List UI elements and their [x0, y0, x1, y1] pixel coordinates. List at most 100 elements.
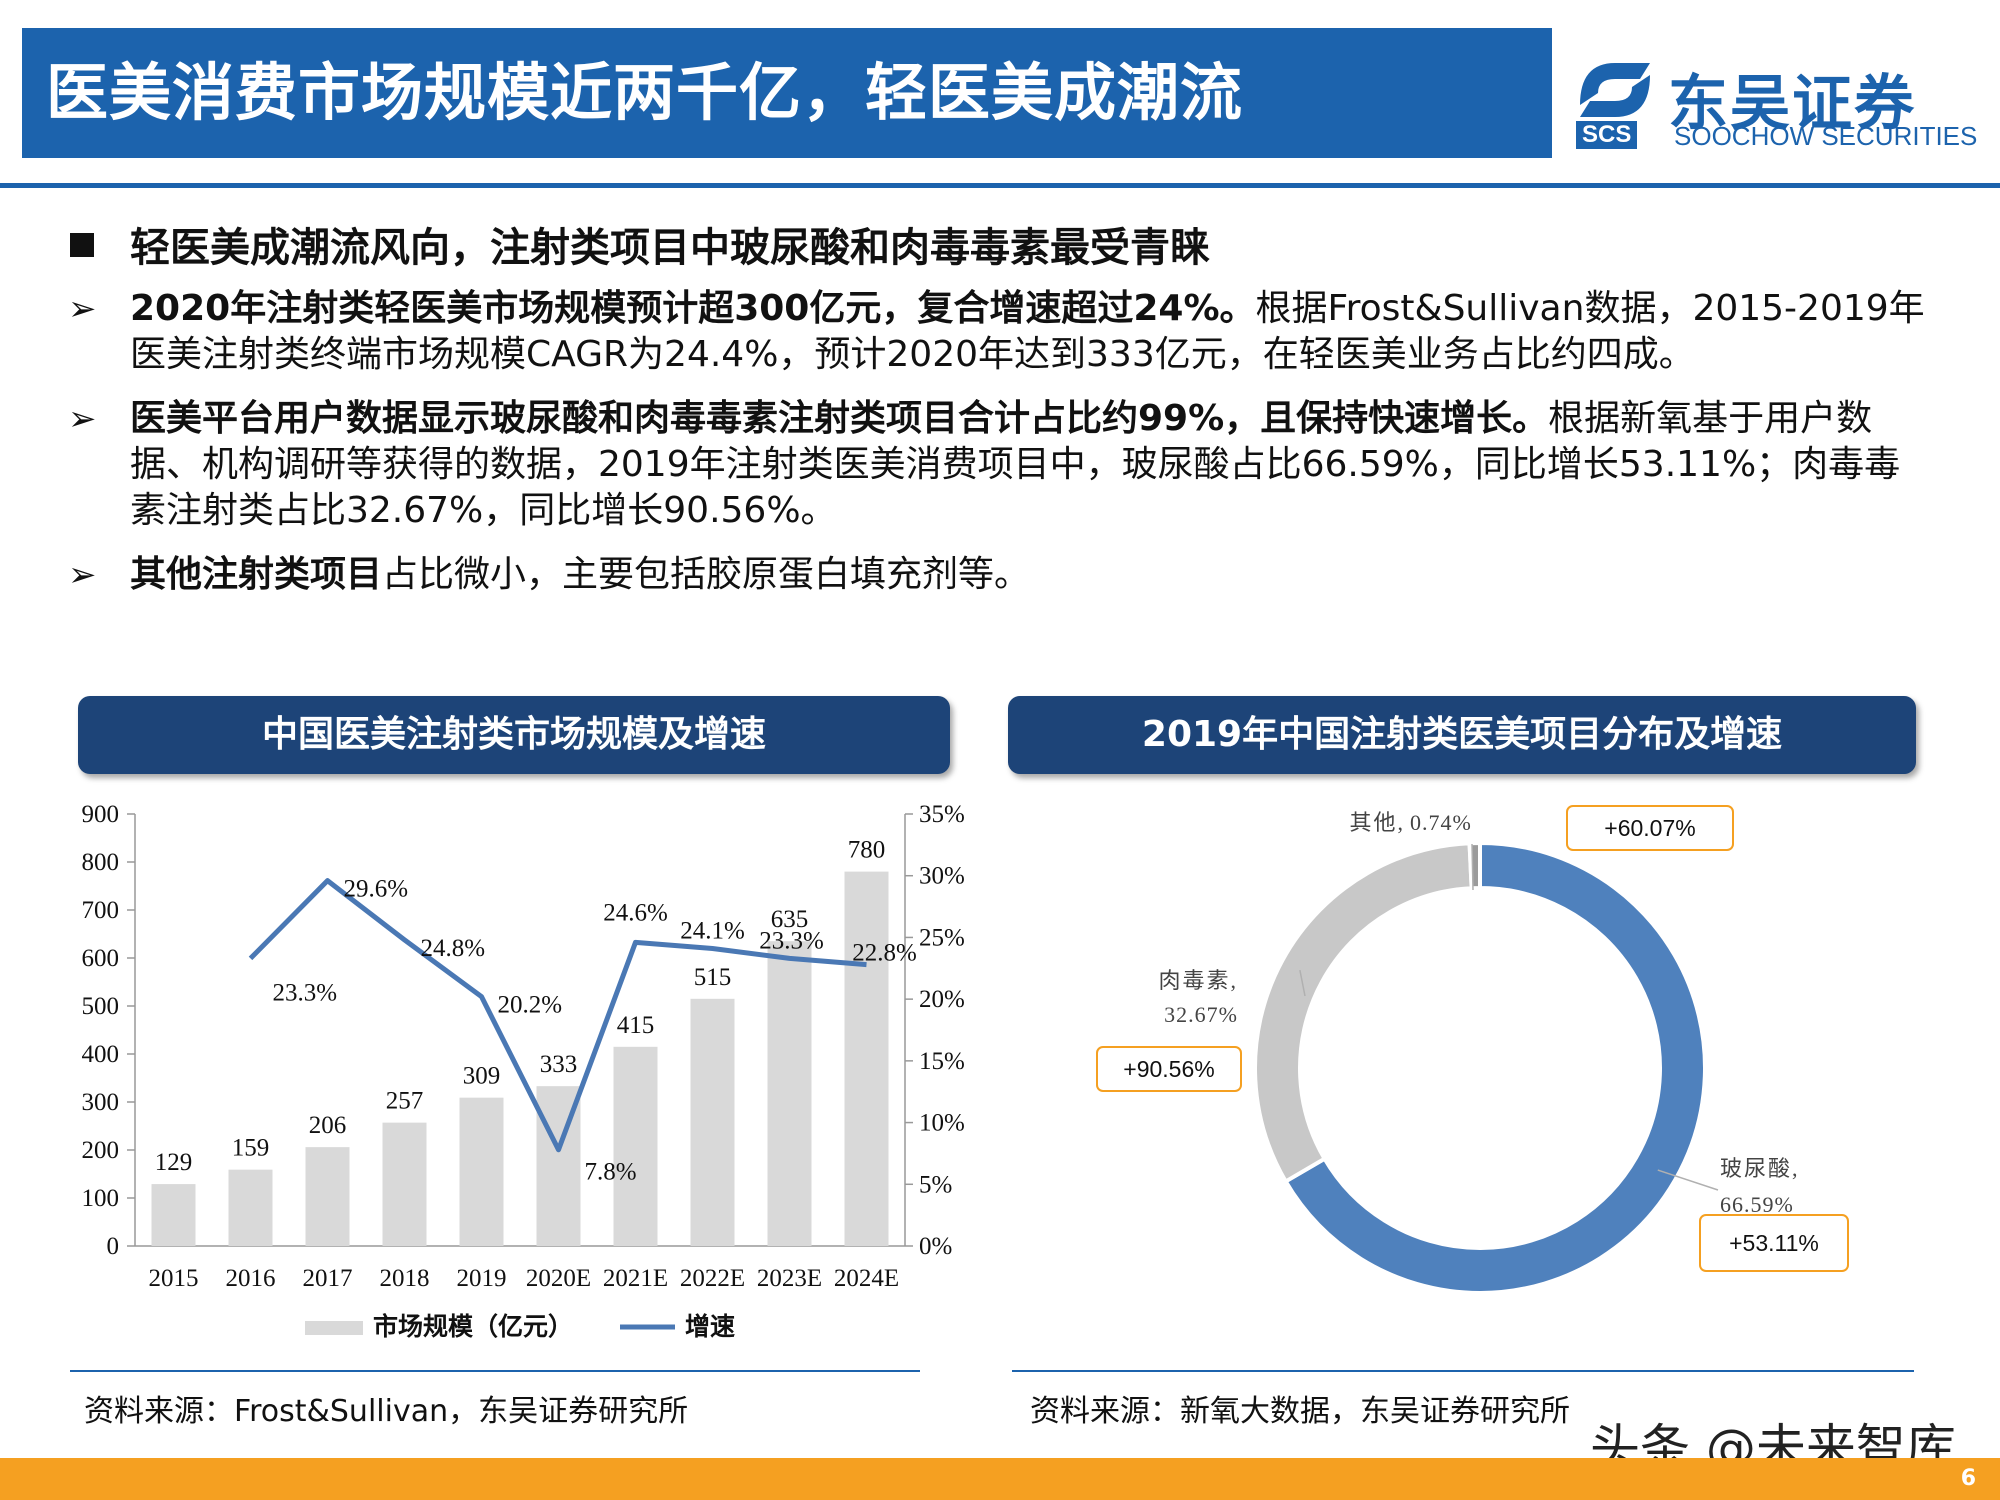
page-title: 医美消费市场规模近两千亿，轻医美成潮流 [46, 56, 1244, 129]
slice-label: 其他, [1349, 810, 1405, 835]
growth-value-label: 24.8% [421, 935, 486, 962]
bar-2019 [459, 1097, 504, 1246]
growth-box [1566, 805, 1734, 851]
bar-value-label: 635 [771, 906, 809, 933]
left-source-rule [70, 1370, 920, 1372]
y-tick-label: 700 [82, 897, 120, 924]
paragraph-2-text: 根据新氧基于用户数据、机构调研等获得的数据，2019年注射类医美消费项目中，玻尿… [130, 398, 1901, 531]
logo-name-en: SOOCHOW SECURITIES [1674, 121, 1978, 151]
donut-slice-0 [1282, 840, 1707, 1295]
y-tick-label: 900 [82, 801, 120, 828]
headline: 轻医美成潮流风向，注射类项目中玻尿酸和肉毒毒素最受青睐 [70, 215, 1210, 273]
x-tick-label: 2024E [834, 1265, 899, 1292]
leader-line [1657, 1169, 1719, 1191]
growth-value: +53.11% [1729, 1230, 1819, 1256]
footer-bar [0, 1458, 2000, 1500]
bar-2021E [613, 1046, 658, 1246]
paragraph-2: ➢ 医美平台用户数据显示玻尿酸和肉毒毒素注射类项目合计占比约99%，且保持快速增… [68, 396, 1930, 534]
y-tick-label: 100 [82, 1185, 120, 1212]
square-bullet-icon [70, 233, 94, 257]
growth-value-label: 22.8% [852, 940, 917, 967]
right-source-rule [1012, 1370, 1914, 1372]
y2-tick-label: 5% [919, 1171, 952, 1198]
y2-tick-label: 30% [919, 863, 965, 890]
bar-2023E [767, 941, 812, 1246]
y-tick-label: 600 [82, 945, 120, 972]
bar-value-label: 129 [155, 1149, 193, 1176]
growth-line [248, 878, 867, 1153]
x-tick-label: 2015 [149, 1265, 199, 1292]
y2-tick-label: 35% [919, 801, 965, 828]
leader-line [1299, 969, 1306, 997]
bar-2015 [151, 1184, 196, 1246]
slice-label: 肉毒素, [1158, 968, 1238, 993]
donut-slice-1 [1253, 841, 1474, 1185]
bar-2024E [844, 871, 889, 1246]
legend-bar-swatch [305, 1321, 363, 1335]
slice-pct: 66.59% [1720, 1192, 1794, 1217]
bar-value-label: 159 [232, 1135, 270, 1162]
x-tick-label: 2019 [457, 1265, 507, 1292]
bar-value-label: 415 [617, 1012, 655, 1039]
bar-value-label: 206 [309, 1112, 347, 1139]
paragraph-3-text: 占比微小，主要包括胶原蛋白填充剂等。 [382, 554, 1031, 595]
logo-abbr: SCS [1576, 121, 1638, 149]
x-tick-label: 2023E [757, 1265, 822, 1292]
bar-2016 [228, 1169, 273, 1246]
x-tick-label: 2021E [603, 1265, 668, 1292]
growth-value-label: 23.3% [759, 927, 824, 954]
y-tick-label: 300 [82, 1089, 120, 1116]
growth-value-label: 29.6% [344, 876, 409, 903]
x-tick-label: 2017 [303, 1265, 353, 1292]
paragraph-1: ➢ 2020年注射类轻医美市场规模预计超300亿元，复合增速超过24%。根据Fr… [68, 286, 1930, 378]
y2-tick-label: 0% [919, 1233, 952, 1260]
arrow-bullet-icon: ➢ [68, 399, 97, 439]
arrow-bullet-icon: ➢ [68, 555, 97, 595]
bar-value-label: 333 [540, 1051, 578, 1078]
x-tick-label: 2018 [380, 1265, 430, 1292]
slice-pct: 32.67% [1164, 1002, 1238, 1027]
company-logo: SCS 东吴证券 SOOCHOW SECURITIES [1570, 55, 1990, 155]
slice-pct: 0.74% [1410, 810, 1472, 835]
right-source: 资料来源：新氧大数据，东吴证券研究所 [1030, 1394, 1570, 1429]
growth-value-label: 24.1% [680, 918, 745, 945]
logo-mark-icon [1580, 63, 1650, 117]
y-tick-label: 500 [82, 993, 120, 1020]
arrow-bullet-icon: ➢ [68, 289, 97, 329]
paragraph-3: ➢ 其他注射类项目占比微小，主要包括胶原蛋白填充剂等。 [68, 552, 1930, 598]
growth-value-label: 24.6% [603, 899, 668, 926]
y-tick-label: 200 [82, 1137, 120, 1164]
left-source: 资料来源：Frost&Sullivan，东吴证券研究所 [84, 1394, 689, 1429]
bar-2022E [690, 998, 735, 1246]
injection-share-donut-chart: 玻尿酸, 66.59% +53.11% 肉毒素, 32.67% +90.56% 其他, 0.7… [1096, 805, 1849, 1295]
growth-value-label: 20.2% [498, 992, 563, 1019]
paragraph-1-bold: 2020年注射类轻医美市场规模预计超300亿元，复合增速超过24%。 [130, 288, 1256, 329]
donut-slice-2 [1467, 840, 1482, 891]
growth-value: +90.56% [1123, 1056, 1214, 1082]
y2-tick-label: 20% [919, 986, 965, 1013]
growth-value-label: 7.8% [585, 1159, 637, 1186]
bar-value-label: 257 [386, 1088, 424, 1115]
x-tick-label: 2022E [680, 1265, 745, 1292]
bar-value-label: 515 [694, 964, 732, 991]
y-tick-label: 400 [82, 1041, 120, 1068]
x-tick-label: 2016 [226, 1265, 276, 1292]
bar-value-label: 780 [848, 837, 886, 864]
bar-value-label: 309 [463, 1063, 501, 1090]
leader-line [1471, 843, 1474, 891]
legend-bar-label: 市场规模（亿元） [373, 1312, 573, 1341]
left-panel-title: 中国医美注射类市场规模及增速 [78, 696, 950, 774]
growth-box [1699, 1214, 1849, 1272]
y2-tick-label: 25% [919, 924, 965, 951]
page-number: 6 [1960, 1466, 1976, 1491]
bar-2018 [382, 1122, 427, 1246]
paragraph-2-bold: 医美平台用户数据显示玻尿酸和肉毒毒素注射类项目合计占比约99%，且保持快速增长。 [130, 398, 1549, 439]
paragraph-1-text: 根据Frost&Sullivan数据，2015-2019年医美注射类终端市场规模… [130, 288, 1925, 375]
y2-tick-label: 10% [919, 1110, 965, 1137]
market-size-chart: 0 100 200 300 400 500 600 700 800 900 0% 5% 10% 15% 20… [82, 801, 965, 1341]
header-rule [0, 183, 2000, 188]
title-bar: 医美消费市场规模近两千亿，轻医美成潮流 [22, 28, 1552, 158]
growth-box [1096, 1046, 1242, 1092]
right-panel-title: 2019年中国注射类医美项目分布及增速 [1008, 696, 1916, 774]
headline-text: 轻医美成潮流风向，注射类项目中玻尿酸和肉毒毒素最受青睐 [130, 225, 1210, 271]
